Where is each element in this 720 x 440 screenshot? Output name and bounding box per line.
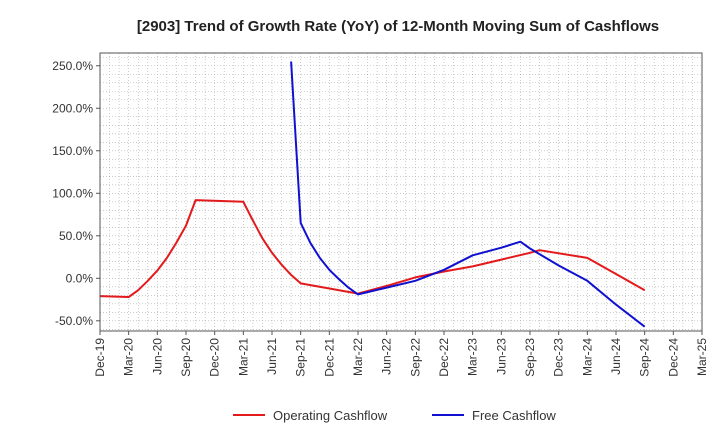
x-tick-label: Dec-20 [208, 338, 222, 377]
y-axis-tick-labels: -50.0% 0.0% 50.0% 100.0% 150.0% 200.0% 250.0% [52, 59, 100, 328]
x-tick-label: Mar-25 [695, 338, 709, 376]
legend: Operating Cashflow Free Cashflow [233, 408, 556, 423]
series-line-free-cashflow [290, 61, 646, 328]
chart-title: [2903] Trend of Growth Rate (YoY) of 12-… [137, 18, 659, 35]
x-tick-label: Mar-21 [236, 338, 250, 376]
x-tick-label: Mar-23 [466, 338, 480, 376]
x-axis-tick-labels: Dec-19 Mar-20 Jun-20 Sep-20 Dec-20 Mar-21 Jun-… [93, 331, 709, 377]
series-lines [99, 61, 646, 328]
y-tick-label: 100.0% [52, 186, 93, 200]
y-tick-label: 250.0% [52, 59, 93, 73]
y-tick-label: -50.0% [55, 314, 93, 328]
x-tick-label: Jun-21 [265, 338, 279, 375]
plot-area-frame [99, 52, 703, 332]
y-tick-label: 50.0% [59, 229, 93, 243]
y-tick-label: 200.0% [52, 101, 93, 115]
legend-label-free-cashflow: Free Cashflow [472, 408, 556, 423]
x-tick-label: Mar-24 [580, 338, 594, 376]
y-tick-label: 0.0% [66, 271, 94, 285]
x-tick-label: Jun-23 [494, 338, 508, 375]
x-tick-label: Sep-20 [179, 338, 193, 377]
x-tick-label: Jun-24 [609, 338, 623, 375]
x-tick-label: Sep-21 [294, 338, 308, 377]
y-tick-label: 150.0% [52, 144, 93, 158]
x-tick-label: Jun-22 [380, 338, 394, 375]
x-tick-label: Sep-22 [408, 338, 422, 377]
x-tick-label: Mar-22 [351, 338, 365, 376]
x-tick-label: Dec-19 [93, 338, 107, 377]
legend-label-operating-cashflow: Operating Cashflow [273, 408, 388, 423]
x-tick-label: Dec-23 [552, 338, 566, 377]
x-tick-label: Dec-21 [322, 338, 336, 377]
x-tick-label: Dec-24 [666, 338, 680, 377]
x-tick-label: Sep-24 [638, 338, 652, 377]
series-line-operating-cashflow [99, 199, 646, 298]
x-tick-label: Mar-20 [122, 338, 136, 376]
x-tick-label: Dec-22 [437, 338, 451, 377]
x-tick-label: Sep-23 [523, 338, 537, 377]
x-tick-label: Jun-20 [150, 338, 164, 375]
gridlines [100, 53, 702, 331]
